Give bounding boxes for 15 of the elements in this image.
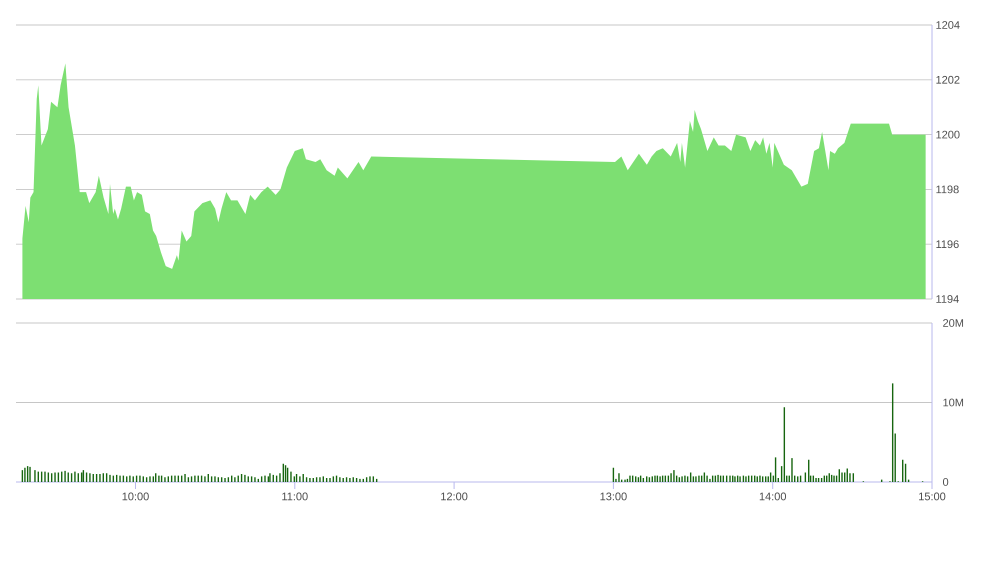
y-tick-label: 1194	[936, 295, 959, 303]
y-tick-label: 1198	[936, 186, 959, 194]
x-tick-label: 12:00	[441, 492, 468, 500]
y-tick-label: 0	[942, 478, 948, 486]
x-tick-label: 10:00	[122, 492, 149, 500]
y-tick-label: 20M	[943, 319, 964, 327]
y-tick-label: 10M	[943, 398, 964, 406]
y-tick-label: 1200	[936, 130, 960, 138]
y-tick-label: 1196	[936, 240, 959, 248]
x-tick-label: 13:00	[600, 492, 627, 500]
x-tick-label: 15:00	[919, 492, 946, 500]
y-tick-label: 1202	[936, 76, 960, 84]
y-tick-label: 1204	[936, 21, 960, 29]
x-tick-label: 14:00	[760, 492, 786, 500]
x-tick-label: 11:00	[282, 492, 308, 500]
